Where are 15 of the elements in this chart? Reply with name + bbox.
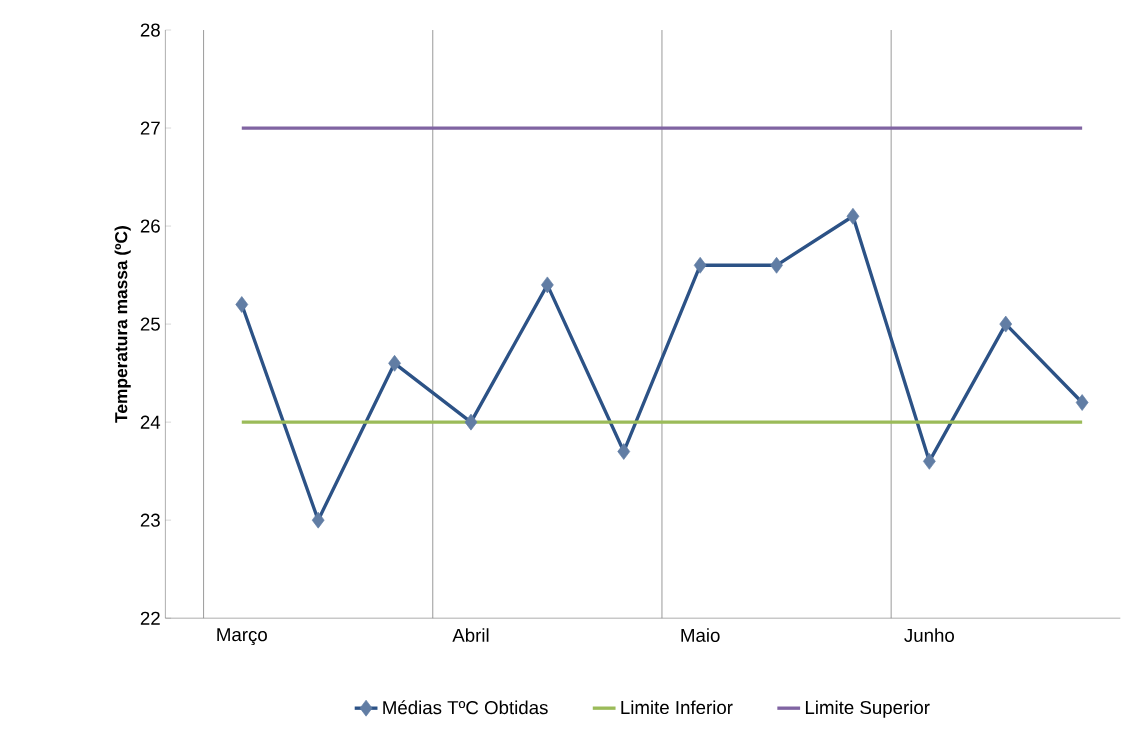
legend-label: Limite Superior <box>805 700 930 718</box>
x-tick-label: Junho <box>904 628 954 642</box>
x-tick-label: Março <box>217 628 267 645</box>
y-tick-label: 26 <box>140 219 160 233</box>
legend-label: Limite Inferior <box>621 700 733 715</box>
x-tick-label: Abril <box>452 628 489 642</box>
y-tick-label: 23 <box>140 513 160 527</box>
y-tick-label: 25 <box>140 317 160 331</box>
y-tick-label: 28 <box>140 23 160 37</box>
y-tick-label: 24 <box>140 415 161 429</box>
y-axis-title: Temperatura massa (ºC) <box>114 226 131 423</box>
y-tick-label: 27 <box>140 121 160 135</box>
y-tick-label: 22 <box>140 611 160 625</box>
x-tick-label: Maio <box>681 628 720 642</box>
legend-label: Médias TºC Obtidas <box>383 700 548 715</box>
